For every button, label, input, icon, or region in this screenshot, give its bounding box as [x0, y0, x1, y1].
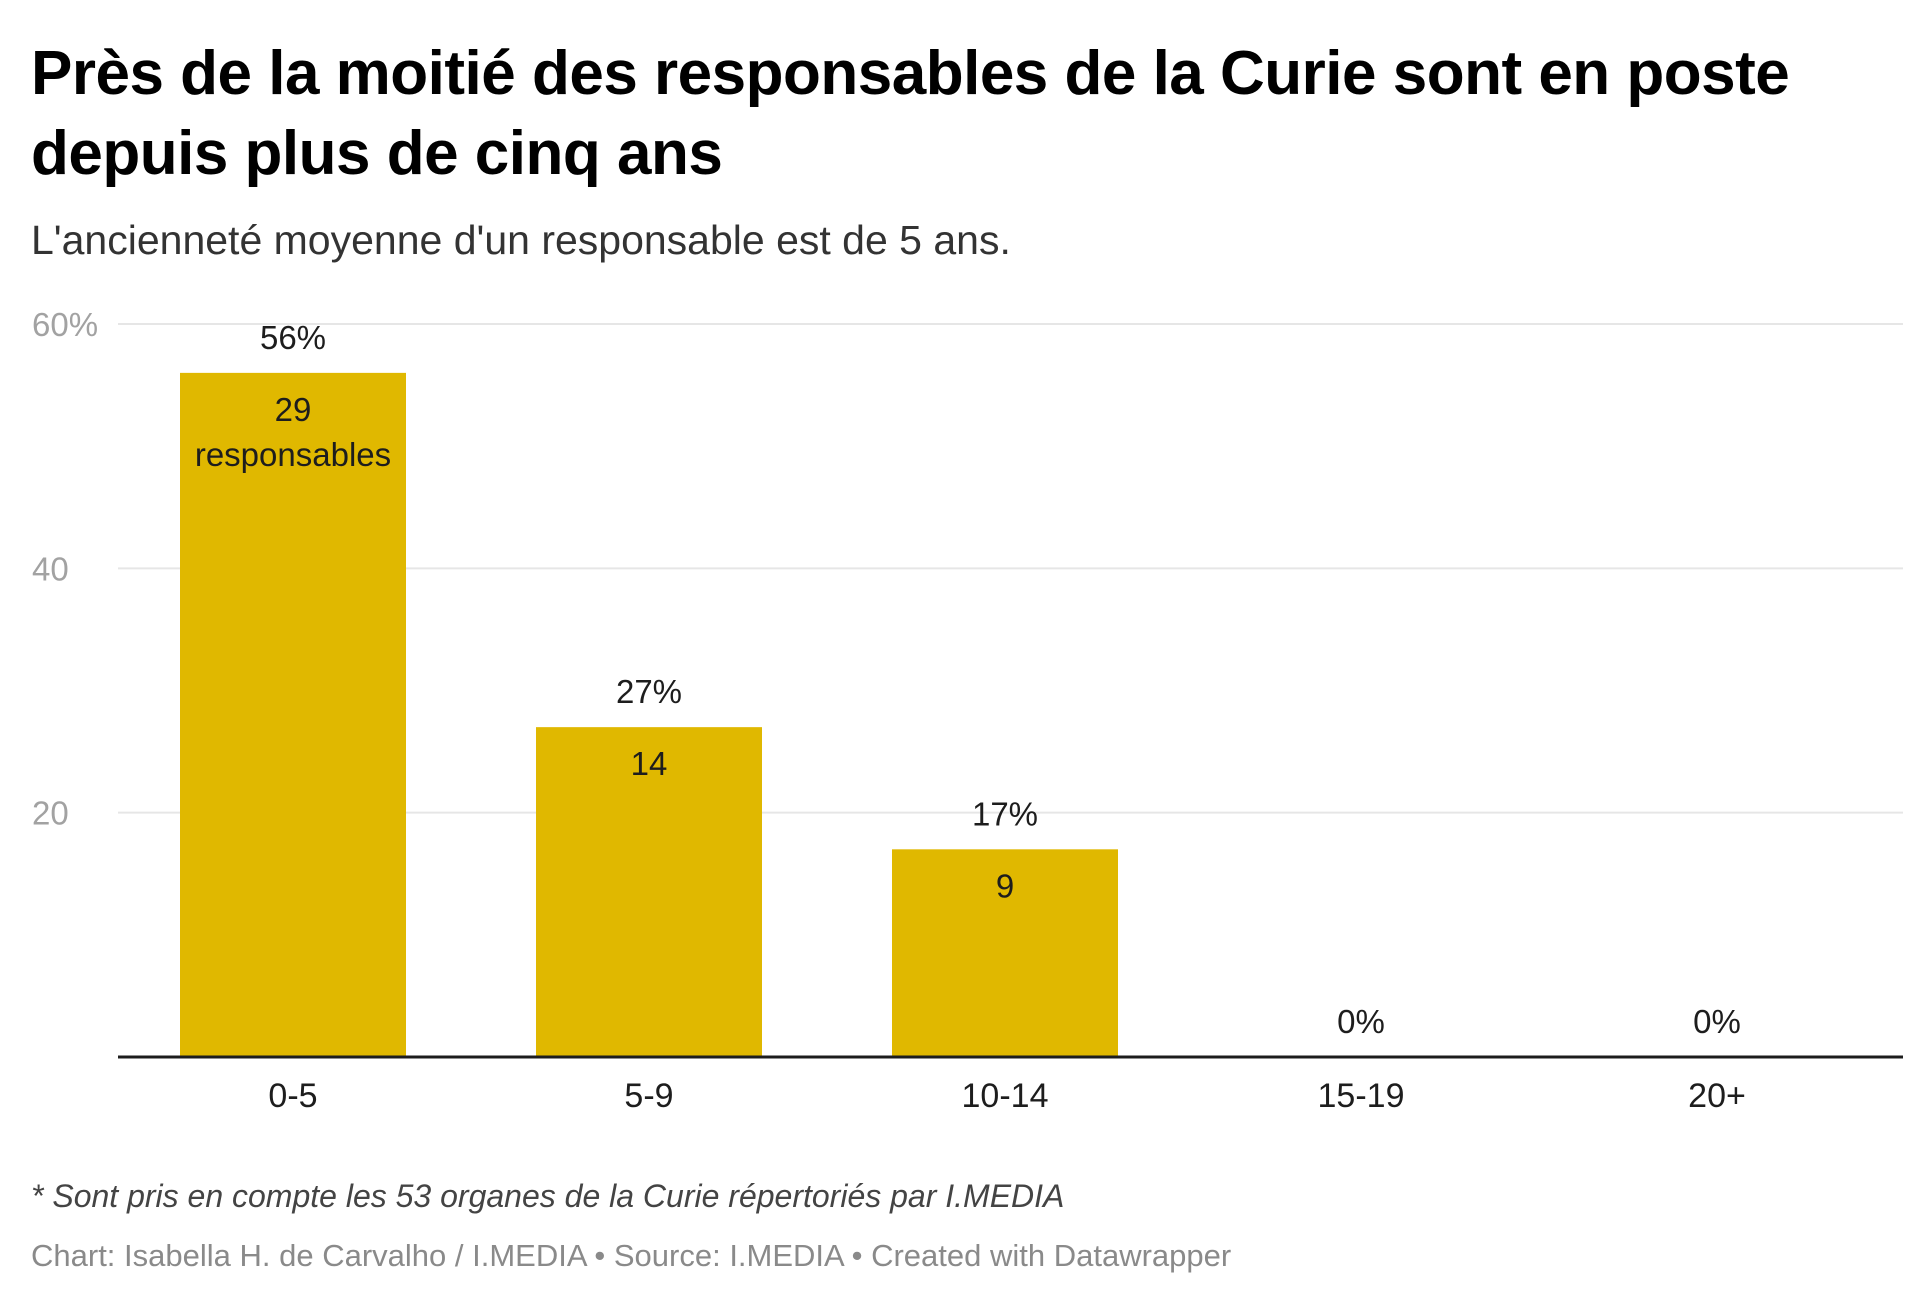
bar-value-label: 56%: [260, 319, 326, 356]
footnote: * Sont pris en compte les 53 organes de …: [31, 1178, 1065, 1214]
chart-title: Près de la moitié des responsables de la…: [31, 39, 1790, 188]
y-tick-label: 40: [32, 550, 69, 587]
bar-value-label: 27%: [616, 673, 682, 710]
bar-value-label: 0%: [1693, 1003, 1741, 1040]
x-tick-label: 20+: [1688, 1077, 1746, 1115]
bar-count-label: responsables: [195, 436, 391, 473]
bar-count-label: 14: [631, 745, 668, 782]
bar-count-label: 29: [275, 391, 312, 428]
chart-credit: Chart: Isabella H. de Carvalho / I.MEDIA…: [31, 1238, 1232, 1273]
bar-value-label: 0%: [1337, 1003, 1385, 1040]
bar-value-label: 17%: [972, 795, 1038, 832]
y-tick-label: 60%: [32, 306, 98, 343]
bar: [180, 372, 406, 1057]
bar-chart: 20 40 60% 56% 29 responsables 0-5 27% 14 5-9 17% 9 1…: [32, 306, 1903, 1115]
x-tick-label: 5-9: [624, 1077, 673, 1115]
y-tick-label: 20: [32, 795, 69, 832]
chart-subtitle: L'ancienneté moyenne d'un responsable es…: [31, 217, 1011, 263]
x-tick-label: 0-5: [268, 1077, 317, 1115]
x-tick-label: 15-19: [1318, 1077, 1405, 1115]
bar: [892, 849, 1118, 1057]
bar-count-label: 9: [996, 867, 1014, 904]
bar: [536, 727, 762, 1057]
x-tick-label: 10-14: [962, 1077, 1049, 1115]
